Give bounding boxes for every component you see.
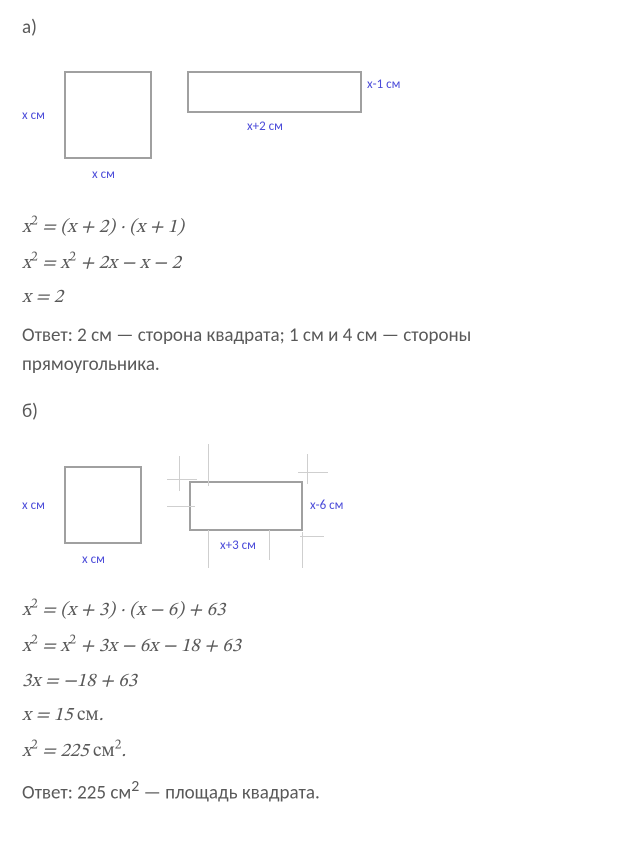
- eq-a-1: x2 = (x + 2) · (x + 1): [22, 213, 596, 243]
- label-sq-bottom-b: х см: [82, 550, 105, 570]
- part-b-label: б): [22, 398, 596, 427]
- hatch-mark: [208, 530, 209, 568]
- eq-a-2: x2 = x2 + 2x − x − 2: [22, 248, 596, 278]
- hatch-mark: [300, 536, 324, 537]
- answer-a: Ответ: 2 см — сторона квадрата; 1 см и 4…: [22, 321, 596, 380]
- hatch-mark: [269, 530, 270, 560]
- part-a-label: а): [22, 14, 596, 43]
- answer-b: Ответ: 225 см2 — площадь квадрата.: [22, 775, 596, 808]
- square-b: [64, 466, 142, 544]
- eq-b-4: x = 15 см.: [22, 702, 596, 731]
- label-sq-bottom-a: х см: [92, 165, 115, 185]
- hatch-mark: [179, 456, 180, 491]
- hatch-mark: [298, 472, 328, 473]
- label-rect-right-a: х-1 см: [367, 75, 400, 95]
- rect-a: [187, 71, 362, 113]
- eq-b-1: x2 = (x + 3) · (x − 6) + 63: [22, 596, 596, 626]
- eq-b-5: x2 = 225 см2.: [22, 737, 596, 767]
- hatch-mark: [167, 479, 197, 480]
- hatch-mark: [208, 444, 209, 486]
- eq-a-3: x = 2: [22, 284, 596, 313]
- part-b-diagram: х см х см х-6 см х+3 см: [22, 444, 596, 584]
- hatch-mark: [167, 506, 195, 507]
- label-rect-bottom-a: х+2 см: [247, 117, 283, 137]
- eq-b-3: 3x = −18 + 63: [22, 668, 596, 697]
- hatch-mark: [307, 454, 308, 484]
- rect-b: [189, 481, 303, 531]
- eq-b-2: x2 = x2 + 3x − 6x − 18 + 63: [22, 632, 596, 662]
- label-sq-left-a: х см: [22, 106, 45, 126]
- label-rect-bottom-b: х+3 см: [220, 536, 256, 556]
- label-rect-right-b: х-6 см: [310, 496, 343, 516]
- square-a: [64, 71, 152, 159]
- hatch-mark: [302, 532, 303, 568]
- label-sq-left-b: х см: [22, 496, 45, 516]
- part-a-diagram: х см х см х-1 см х+2 см: [22, 61, 596, 201]
